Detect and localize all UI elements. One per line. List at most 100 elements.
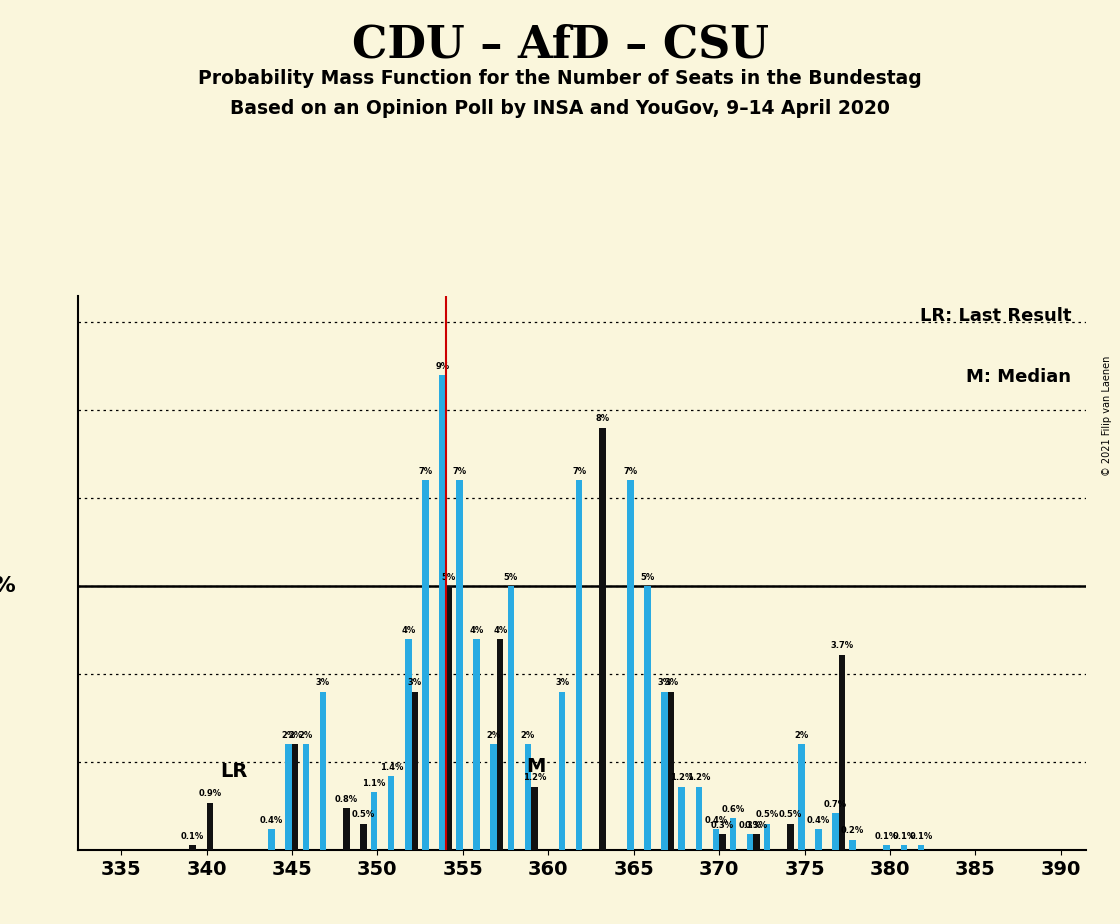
Text: 0.5%: 0.5% [780,810,802,820]
Text: 5%: 5% [641,573,654,582]
Bar [696,786,702,850]
Bar [286,745,292,850]
Text: 2%: 2% [794,731,809,740]
Text: M: Median: M: Median [967,368,1071,385]
Bar [679,786,685,850]
Bar [712,829,719,850]
Bar [361,823,366,850]
Text: 3.7%: 3.7% [830,641,853,650]
Bar [206,803,213,850]
Text: Based on an Opinion Poll by INSA and YouGov, 9–14 April 2020: Based on an Opinion Poll by INSA and You… [230,99,890,118]
Text: 5%: 5% [0,576,16,596]
Bar [269,829,274,850]
Bar [474,638,479,850]
Text: 0.1%: 0.1% [893,832,915,841]
Bar [189,845,196,850]
Bar [411,692,418,850]
Text: 3%: 3% [664,678,678,687]
Bar [644,586,651,850]
Bar [456,480,463,850]
Text: 1.4%: 1.4% [380,763,403,772]
Bar [497,638,504,850]
Bar [422,480,429,850]
Bar [917,845,924,850]
Bar [292,745,298,850]
Bar [799,745,804,850]
Text: 2%: 2% [299,731,312,740]
Text: © 2021 Filip van Laenen: © 2021 Filip van Laenen [1102,356,1112,476]
Text: M: M [526,757,545,776]
Text: 0.4%: 0.4% [704,816,728,825]
Bar [884,845,890,850]
Bar [668,692,674,850]
Text: 0.3%: 0.3% [711,821,734,830]
Bar [661,692,668,850]
Bar [900,845,907,850]
Text: CDU – AfD – CSU: CDU – AfD – CSU [352,23,768,67]
Text: 4%: 4% [493,626,507,635]
Text: 9%: 9% [436,361,449,371]
Text: LR: LR [221,762,248,782]
Text: 5%: 5% [442,573,456,582]
Text: 0.4%: 0.4% [806,816,830,825]
Bar [747,834,754,850]
Bar [446,586,452,850]
Bar [405,638,411,850]
Text: 0.4%: 0.4% [260,816,283,825]
Bar [371,792,377,850]
Text: 4%: 4% [469,626,484,635]
Bar [343,808,349,850]
Text: 0.7%: 0.7% [824,800,847,808]
Bar [815,829,822,850]
Bar [729,819,736,850]
Text: 8%: 8% [596,415,609,423]
Bar [559,692,566,850]
Bar [576,480,582,850]
Text: 1.1%: 1.1% [363,779,385,788]
Bar [719,834,726,850]
Text: 0.3%: 0.3% [745,821,768,830]
Text: 3%: 3% [408,678,422,687]
Text: 0.5%: 0.5% [352,810,375,820]
Text: 1.2%: 1.2% [523,773,547,783]
Bar [524,745,531,850]
Bar [599,428,606,850]
Text: 0.1%: 0.1% [181,832,204,841]
Bar [439,375,446,850]
Bar [754,834,759,850]
Bar [507,586,514,850]
Text: 3%: 3% [556,678,569,687]
Text: 0.1%: 0.1% [909,832,933,841]
Text: 0.8%: 0.8% [335,795,358,804]
Bar [319,692,326,850]
Bar [531,786,538,850]
Bar [627,480,634,850]
Text: 3%: 3% [316,678,330,687]
Text: 7%: 7% [572,468,586,476]
Text: 4%: 4% [401,626,416,635]
Text: 2%: 2% [486,731,501,740]
Text: 7%: 7% [452,468,467,476]
Text: 0.3%: 0.3% [738,821,762,830]
Text: 2%: 2% [281,731,296,740]
Bar [839,655,846,850]
Text: 1.2%: 1.2% [670,773,693,783]
Bar [787,823,794,850]
Text: 7%: 7% [419,468,432,476]
Text: 0.2%: 0.2% [841,826,865,835]
Text: 1.2%: 1.2% [687,773,710,783]
Text: 5%: 5% [504,573,517,582]
Text: 0.1%: 0.1% [875,832,898,841]
Bar [388,776,394,850]
Text: LR: Last Result: LR: Last Result [920,307,1071,324]
Text: 3%: 3% [657,678,672,687]
Text: 2%: 2% [521,731,535,740]
Text: 0.9%: 0.9% [198,789,222,798]
Bar [302,745,309,850]
Bar [849,840,856,850]
Text: 0.6%: 0.6% [721,805,745,814]
Bar [832,813,839,850]
Text: 2%: 2% [288,731,302,740]
Text: Probability Mass Function for the Number of Seats in the Bundestag: Probability Mass Function for the Number… [198,69,922,89]
Text: 7%: 7% [624,468,637,476]
